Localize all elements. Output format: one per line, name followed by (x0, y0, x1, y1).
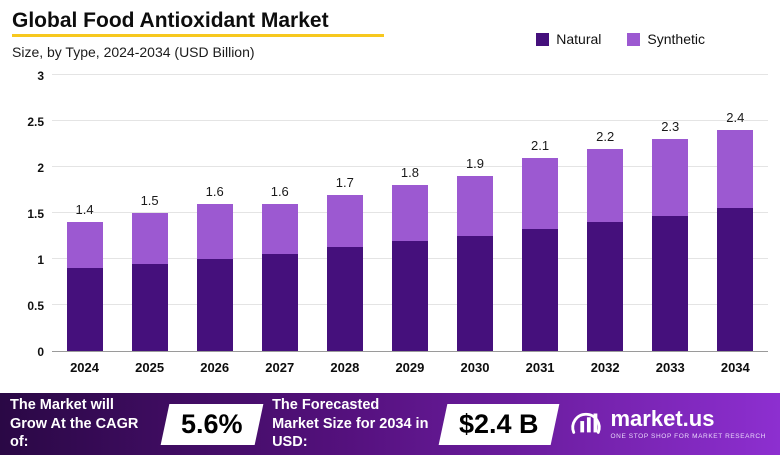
legend-item-natural: Natural (536, 31, 601, 47)
title-underline (12, 34, 384, 38)
bar-total-label: 1.8 (400, 165, 419, 181)
forecast-label: The Forecasted Market Size for 2034 in U… (272, 396, 429, 451)
bar-2031: 2.1 (521, 138, 559, 351)
bar-total-label: 1.9 (465, 156, 485, 172)
bar-segment-synthetic (457, 176, 493, 236)
x-tick-label-2025: 2025 (135, 360, 165, 375)
bar-segment-natural (261, 254, 298, 351)
x-tick-label-2033: 2033 (655, 360, 685, 375)
cagr-value: 5.6% (180, 408, 243, 439)
legend: Natural Synthetic (536, 31, 705, 47)
brand-text: market.us ONE STOP SHOP FOR MARKET RESEA… (610, 406, 767, 441)
x-tick-label-2024: 2024 (70, 360, 99, 375)
bar-total-label: 2.2 (596, 128, 615, 144)
x-axis-labels: 2024 2025 2026 2027 2028 2029 2030 2031 2032 2033… (52, 360, 768, 375)
legend-item-synthetic: Synthetic (627, 31, 705, 47)
brand-tagline: ONE STOP SHOP FOR MARKET RESEARCH (610, 433, 766, 440)
bar-segment-synthetic (66, 222, 103, 269)
bar-total-label: 1.6 (270, 183, 289, 199)
plot-area: 1.4 1.5 1.6 1.6 1.7 1.8 1.9 2.1 2.2 2.3 2.4 (52, 74, 768, 352)
bar-2030: 1.9 (456, 156, 494, 351)
cagr-label: The Market will Grow At the CAGR of: (10, 396, 139, 451)
bar-2029: 1.8 (391, 165, 429, 351)
chart-area: 1.4 1.5 1.6 1.6 1.7 1.8 1.9 2.1 2.2 2.3 2.4 2024 20… (10, 69, 772, 376)
y-tick-label: 1 (37, 253, 44, 267)
bar-segment-synthetic (131, 213, 168, 264)
bar-segment-natural (391, 240, 428, 351)
gridline (52, 74, 768, 75)
footer-banner: The Market will Grow At the CAGR of: 5.6… (0, 393, 780, 455)
x-tick-label-2027: 2027 (265, 360, 295, 375)
bar-segment-natural (522, 228, 559, 351)
y-tick-label: 2.5 (27, 115, 44, 129)
bar-total-label: 2.1 (531, 137, 550, 153)
bar-2025: 1.5 (131, 193, 169, 351)
bar-total-label: 1.4 (75, 202, 94, 218)
bar-segment-natural (587, 222, 624, 351)
chart-subtitle: Size, by Type, 2024-2034 (USD Billion) (12, 44, 255, 61)
bar-segment-natural (457, 236, 493, 351)
bar-segment-synthetic (326, 194, 363, 248)
bar-segment-synthetic (652, 139, 689, 216)
x-tick-label-2030: 2030 (460, 360, 490, 375)
y-tick-label: 0.5 (27, 299, 44, 313)
bar-2026: 1.6 (196, 184, 234, 351)
forecast-value-box: $2.4 B (438, 403, 559, 445)
x-tick-label-2034: 2034 (720, 360, 750, 375)
bar-2024: 1.4 (66, 202, 104, 351)
y-tick-label: 0 (37, 345, 44, 359)
bar-2027: 1.6 (261, 184, 299, 351)
bar-segment-synthetic (261, 203, 298, 255)
legend-label: Synthetic (647, 31, 705, 47)
bar-2033: 2.3 (651, 119, 689, 351)
y-tick-label: 3 (37, 69, 44, 83)
bar-segment-natural (326, 247, 363, 351)
bar-total-label: 1.5 (140, 193, 159, 209)
page-title: Global Food Antioxidant Market (12, 9, 329, 32)
bar-segment-synthetic (587, 148, 624, 223)
forecast-value: $2.4 B (458, 408, 539, 439)
bar-2034: 2.4 (716, 110, 754, 351)
gridline (52, 166, 768, 167)
brand-name: market.us (610, 406, 715, 431)
brand: market.us ONE STOP SHOP FOR MARKET RESEA… (569, 405, 771, 444)
bar-segment-natural (66, 268, 103, 351)
y-tick-label: 1.5 (27, 207, 44, 221)
bar-segment-synthetic (717, 130, 754, 209)
bar-2028: 1.7 (326, 175, 364, 351)
x-tick-label-2029: 2029 (395, 360, 425, 375)
marketus-logo-icon (569, 405, 603, 444)
gridline (52, 120, 768, 121)
bar-segment-natural (652, 215, 689, 351)
bar-total-label: 2.4 (726, 110, 745, 126)
legend-swatch-natural (536, 32, 550, 46)
legend-swatch-synthetic (627, 32, 641, 46)
bar-segment-synthetic (391, 185, 428, 241)
bar-total-label: 1.7 (335, 174, 354, 190)
legend-label: Natural (556, 31, 602, 47)
bar-segment-natural (131, 263, 168, 351)
cagr-value-box: 5.6% (160, 403, 263, 445)
bar-2032: 2.2 (586, 129, 624, 351)
bars-row: 1.4 1.5 1.6 1.6 1.7 1.8 1.9 2.1 2.2 2.3 2.4 (52, 76, 768, 351)
bar-total-label: 1.6 (205, 183, 224, 199)
chart-header: Global Food Antioxidant Market Size, by … (12, 8, 768, 60)
x-tick-label-2028: 2028 (330, 360, 360, 375)
bar-segment-synthetic (522, 157, 559, 229)
x-tick-label-2032: 2032 (590, 360, 620, 375)
x-tick-label-2031: 2031 (525, 360, 555, 375)
x-tick-label-2026: 2026 (200, 360, 230, 375)
bar-total-label: 2.3 (661, 119, 680, 135)
bar-segment-natural (196, 259, 233, 351)
y-tick-label: 2 (37, 161, 44, 175)
bar-segment-natural (717, 208, 754, 351)
bar-segment-synthetic (196, 203, 233, 259)
